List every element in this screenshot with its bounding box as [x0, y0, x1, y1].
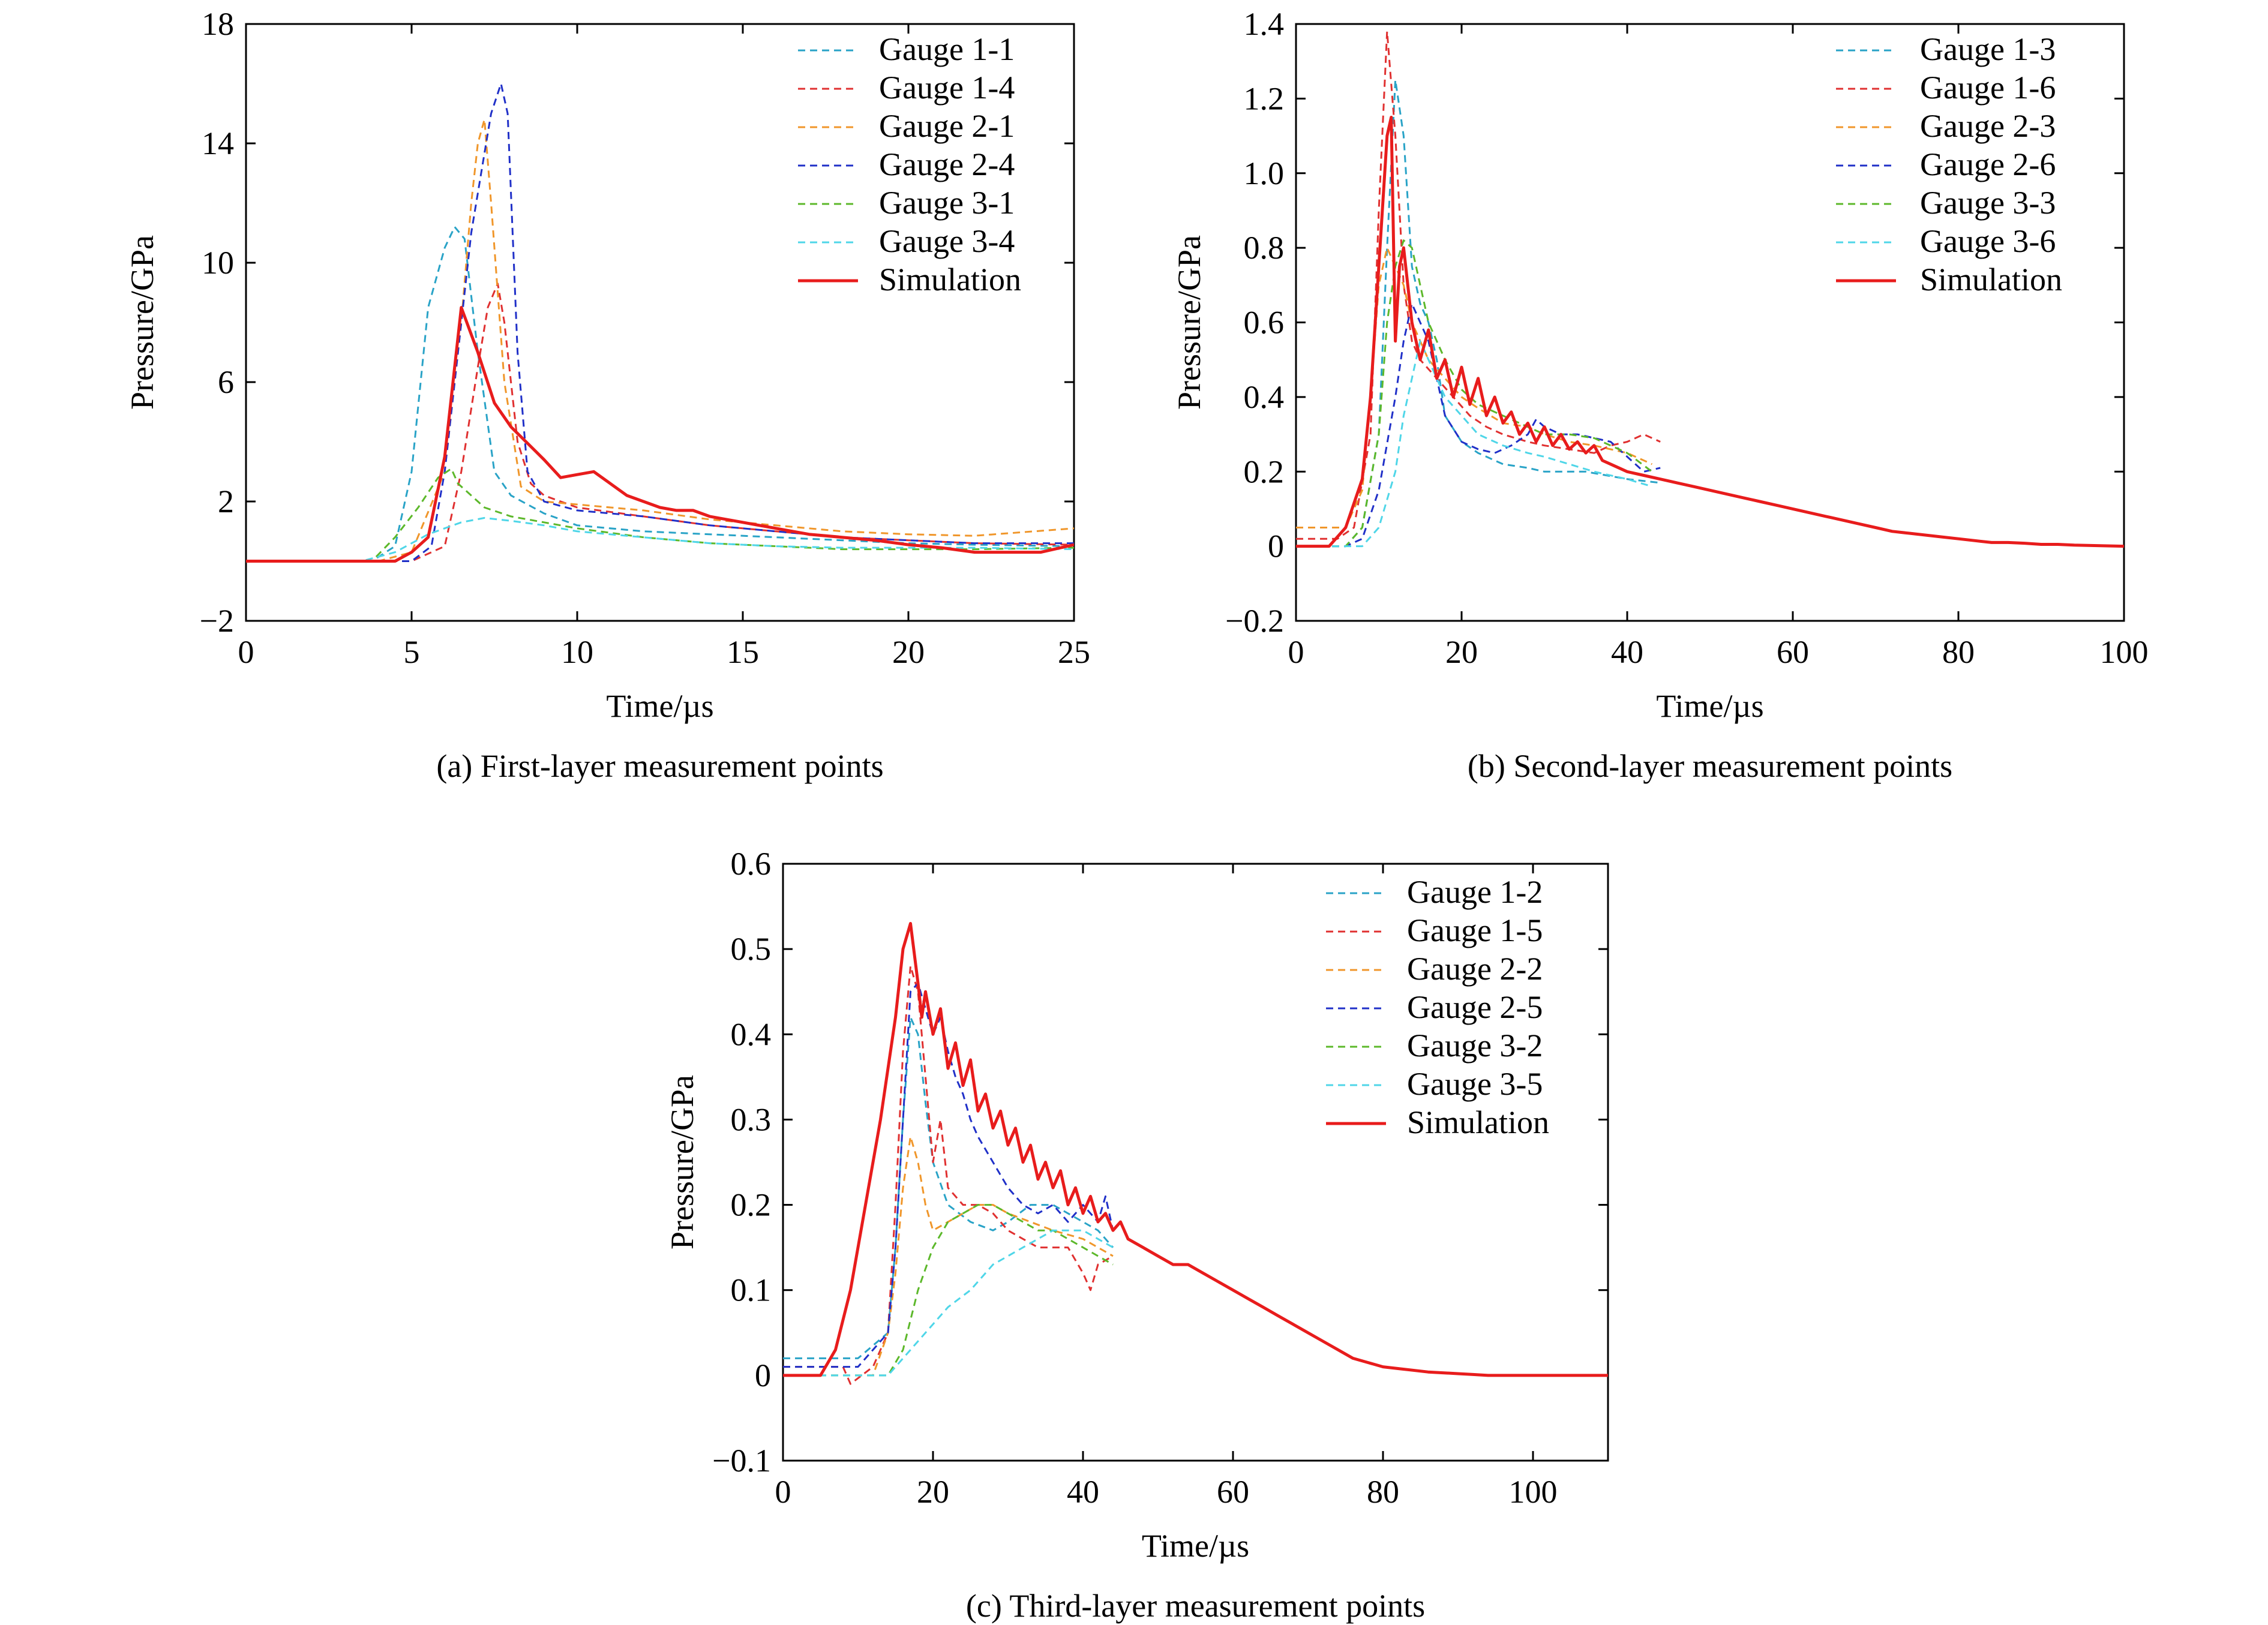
legend-label: Gauge 1-2: [1407, 874, 1543, 910]
y-tick-label: 18: [202, 6, 234, 42]
legend-label: Simulation: [1920, 262, 2062, 298]
panel-caption: (a) First-layer measurement points: [436, 748, 883, 784]
y-tick-label: 1.4: [1244, 6, 1285, 42]
legend-label: Gauge 3-5: [1407, 1066, 1543, 1102]
series-line-gauge-1-2: [783, 1016, 1114, 1359]
legend-label: Gauge 3-1: [879, 185, 1015, 221]
series-line-gauge-3-5: [783, 1229, 1114, 1377]
legend-label: Gauge 2-4: [879, 146, 1015, 182]
y-tick-label: 2: [218, 483, 234, 519]
legend-label: Gauge 3-6: [1920, 223, 2056, 259]
y-tick-label: 0.2: [1244, 453, 1285, 489]
x-tick-label: 15: [727, 634, 759, 670]
chart-panel-b: 0 20 40 60 80 100−0.200.20.40.60.81.01.21.4Ti…: [1171, 6, 2149, 784]
x-tick-label: 60: [1777, 634, 1809, 670]
y-tick-label: 14: [202, 125, 234, 161]
legend-label: Simulation: [1407, 1104, 1549, 1140]
series-line-gauge-3-2: [783, 1204, 1114, 1377]
legend-label: Gauge 1-3: [1920, 31, 2056, 67]
series-line-gauge-3-6: [1296, 340, 1652, 548]
y-axis-label: Pressure/GPa: [1171, 235, 1207, 410]
x-axis-label: Time/µs: [1656, 688, 1763, 724]
y-tick-label: 0.5: [731, 931, 772, 967]
legend-label: Gauge 3-4: [879, 223, 1015, 259]
plot-frame: [782, 863, 1609, 1462]
series-line-gauge-1-1: [246, 226, 1074, 562]
y-tick-label: −0.2: [1225, 603, 1284, 639]
y-tick-label: 0.6: [731, 846, 772, 882]
y-axis-label: Pressure/GPa: [664, 1075, 700, 1249]
x-tick-label: 40: [1611, 634, 1643, 670]
x-axis-label: Time/µs: [606, 688, 713, 724]
legend-label: Gauge 3-2: [1407, 1028, 1543, 1064]
x-axis-label: Time/µs: [1142, 1528, 1249, 1564]
legend-label: Gauge 1-1: [879, 31, 1015, 67]
x-tick-label: 60: [1217, 1474, 1249, 1510]
y-tick-label: −0.1: [712, 1443, 771, 1479]
series-line-gauge-3-3: [1296, 239, 1653, 548]
x-tick-label: 100: [2100, 634, 2149, 670]
x-tick-label: 0: [775, 1474, 791, 1510]
y-axis-label: Pressure/GPa: [124, 235, 160, 410]
series-line-simulation: [1296, 116, 2124, 548]
panel-caption: (b) Second-layer measurement points: [1468, 748, 1952, 784]
legend-label: Gauge 1-6: [1920, 70, 2056, 106]
x-tick-label: 5: [404, 634, 420, 670]
x-tick-label: 80: [1942, 634, 1975, 670]
y-tick-label: 0.4: [1244, 379, 1285, 415]
x-tick-label: 20: [917, 1474, 949, 1510]
panel-caption: (c) Third-layer measurement points: [966, 1588, 1425, 1624]
y-tick-label: 0.1: [731, 1272, 772, 1308]
y-tick-label: 0.8: [1244, 230, 1285, 266]
legend-label: Simulation: [879, 262, 1021, 298]
series-line-gauge-2-6: [1296, 302, 1661, 548]
y-tick-label: 0: [1268, 528, 1284, 564]
y-tick-label: 0.2: [731, 1187, 772, 1223]
x-tick-label: 10: [561, 634, 593, 670]
x-tick-label: 0: [1288, 634, 1304, 670]
series-line-gauge-1-5: [783, 965, 1114, 1385]
x-tick-label: 0: [238, 634, 254, 670]
legend-label: Gauge 3-3: [1920, 185, 2056, 221]
series-line-gauge-3-4: [246, 516, 1074, 562]
y-tick-label: 6: [218, 364, 234, 400]
legend-label: Gauge 2-2: [1407, 951, 1543, 987]
series-line-gauge-1-4: [246, 283, 1074, 562]
legend-label: Gauge 1-4: [879, 70, 1015, 106]
series-line-gauge-2-2: [783, 1136, 1114, 1377]
series-line-gauge-1-3: [1296, 79, 1661, 548]
x-tick-label: 100: [1509, 1474, 1558, 1510]
series-line-simulation: [783, 922, 1608, 1377]
y-tick-label: 10: [202, 245, 234, 281]
y-tick-label: 1.2: [1244, 80, 1285, 116]
chart-panel-a: 0 5 10 15 20 25 −2 2 6 10 14 18 Time/µs Pressure/GPa (…: [124, 6, 1090, 784]
x-tick-label: 40: [1067, 1474, 1099, 1510]
x-tick-label: 25: [1058, 634, 1090, 670]
y-tick-label: −2: [200, 603, 234, 639]
y-tick-label: 0.4: [731, 1016, 772, 1052]
y-tick-label: 0: [755, 1357, 771, 1393]
x-tick-label: 20: [892, 634, 925, 670]
legend-label: Gauge 2-3: [1920, 108, 2056, 144]
y-tick-label: 0.6: [1244, 305, 1285, 341]
chart-panel-c: 0 20 40 60 80 100−0.100.10.20.30.40.50.6Time/…: [664, 846, 1609, 1624]
series-line-gauge-2-5: [783, 982, 1114, 1368]
plot-frame: [245, 23, 1075, 622]
x-tick-label: 80: [1367, 1474, 1399, 1510]
legend-label: Gauge 1-5: [1407, 912, 1543, 948]
series-line-gauge-3-1: [246, 467, 1074, 562]
legend-label: Gauge 2-6: [1920, 146, 2056, 182]
series-line-simulation: [246, 306, 1074, 563]
legend-label: Gauge 2-1: [879, 108, 1015, 144]
legend-label: Gauge 2-5: [1407, 989, 1543, 1025]
x-tick-label: 20: [1445, 634, 1478, 670]
y-tick-label: 1.0: [1244, 155, 1285, 191]
y-tick-label: 0.3: [731, 1101, 772, 1137]
